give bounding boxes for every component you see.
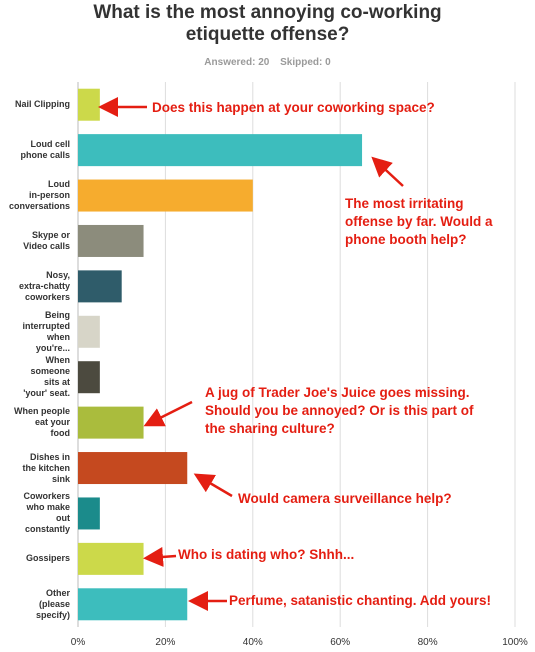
category-label-line: specify) (35, 609, 70, 620)
category-label-line: someone (30, 366, 70, 377)
category-label-line: Nosy, (46, 269, 70, 280)
x-tick-label: 20% (155, 637, 175, 648)
category-label-line: interrupted (22, 320, 70, 331)
category-label: Nosy, extra-chatty coworkers (0, 270, 70, 303)
chart-title-line-1: What is the most annoying co-working (93, 2, 442, 23)
annotation-arrow (371, 156, 404, 187)
annotation-line: The most irritating (345, 196, 464, 211)
category-label-line: sits at (43, 377, 70, 388)
category-label-line: Being (44, 309, 70, 320)
annotation: Would camera surveillance help? (238, 490, 452, 508)
category-label: Skype or Video calls (0, 230, 70, 252)
annotation-arrow (143, 546, 177, 567)
bar (78, 224, 144, 257)
category-label-line: Loud cell (30, 139, 70, 150)
annotation-line: Who is dating who? Shhh... (178, 547, 355, 562)
annotation-line: Does this happen at your coworking space… (152, 100, 435, 115)
category-label-line: the kitchen (22, 462, 70, 473)
category-label-line: When people (14, 406, 70, 417)
category-label-line: Loud (48, 179, 70, 190)
category-label: Coworkers who make out constantly (0, 491, 70, 535)
x-tick-label: 60% (330, 637, 350, 648)
annotation-line: phone booth help? (345, 232, 467, 247)
category-label-line: when (46, 331, 70, 342)
category-label-line: Nail Clipping (15, 99, 70, 110)
annotation: Does this happen at your coworking space… (152, 99, 435, 117)
category-label: When someone sits at'your' seat. (0, 355, 70, 399)
chart-title-line-2: etiquette offense? (185, 24, 350, 45)
category-label-line: (please (38, 598, 70, 609)
annotation: Who is dating who? Shhh... (178, 546, 354, 564)
category-label-line: phone calls (20, 150, 70, 161)
annotation-line: A jug of Trader Joe's Juice goes missing… (205, 385, 470, 400)
chart-title: What is the most annoying co-working eti… (0, 2, 535, 46)
category-label-line: who make (26, 502, 70, 513)
category-label-line: coworkers (24, 291, 70, 302)
category-label-line: 'your' seat. (23, 388, 70, 399)
annotation-line: Should you be annoyed? Or is this part o… (205, 403, 474, 418)
annotation: The most irritating offense by far. Would… (345, 195, 493, 249)
category-label: Being interrupted when you're... (0, 310, 70, 354)
skipped-count: Skipped: 0 (280, 57, 331, 68)
x-tick-label: 100% (502, 637, 528, 648)
bar (78, 452, 188, 485)
answered-count: Answered: 20 (204, 57, 270, 68)
x-tick-label: 0% (71, 637, 86, 648)
bar (78, 497, 100, 530)
category-label-line: extra-chatty (18, 280, 70, 291)
category-label-line: When (45, 355, 71, 366)
category-label-line: constantly (24, 524, 70, 535)
category-label-line: Dishes in (29, 451, 70, 462)
category-label: Other (please specify) (0, 588, 70, 621)
category-label-line: Gossipers (25, 553, 70, 564)
category-label: Dishes in the kitchen sink (0, 452, 70, 485)
x-tick-label: 40% (243, 637, 263, 648)
bar (78, 179, 253, 212)
category-label: Nail Clipping (0, 99, 70, 110)
category-label: When people eat your food (0, 406, 70, 439)
category-label-line: conversations (8, 201, 70, 212)
category-label-line: Other (45, 587, 70, 598)
category-label-line: in-person (28, 190, 70, 201)
category-label-line: out (56, 513, 70, 524)
bar (78, 88, 100, 121)
category-label-line: sink (51, 473, 70, 484)
category-label-line: Skype or (31, 229, 70, 240)
category-label: Loud in-person conversations (0, 179, 70, 212)
response-stats: Answered: 20 Skipped: 0 (0, 57, 535, 68)
bar (78, 361, 100, 394)
category-label: Gossipers (0, 553, 70, 564)
bar (78, 542, 144, 575)
annotation-arrow (193, 473, 233, 498)
annotation-line: Perfume, satanistic chanting. Add yours! (229, 593, 492, 608)
category-label-line: you're... (35, 342, 70, 353)
category-label-line: Video calls (23, 240, 70, 251)
category-label: Loud cell phone calls (0, 139, 70, 161)
x-tick-label: 80% (418, 637, 438, 648)
annotation: A jug of Trader Joe's Juice goes missing… (205, 384, 474, 438)
annotation-line: Would camera surveillance help? (238, 491, 452, 506)
annotation-arrow (143, 400, 193, 427)
annotation: Perfume, satanistic chanting. Add yours! (229, 592, 491, 610)
category-label-line: food (50, 428, 71, 439)
bar (78, 270, 122, 303)
bar (78, 315, 100, 348)
bar (78, 588, 188, 621)
bar (78, 406, 144, 439)
annotation-line: the sharing culture? (205, 421, 335, 436)
category-label-line: Coworkers (23, 491, 70, 502)
bar (78, 134, 363, 167)
category-label-line: eat your (34, 417, 70, 428)
annotation-line: offense by far. Would a (345, 214, 493, 229)
